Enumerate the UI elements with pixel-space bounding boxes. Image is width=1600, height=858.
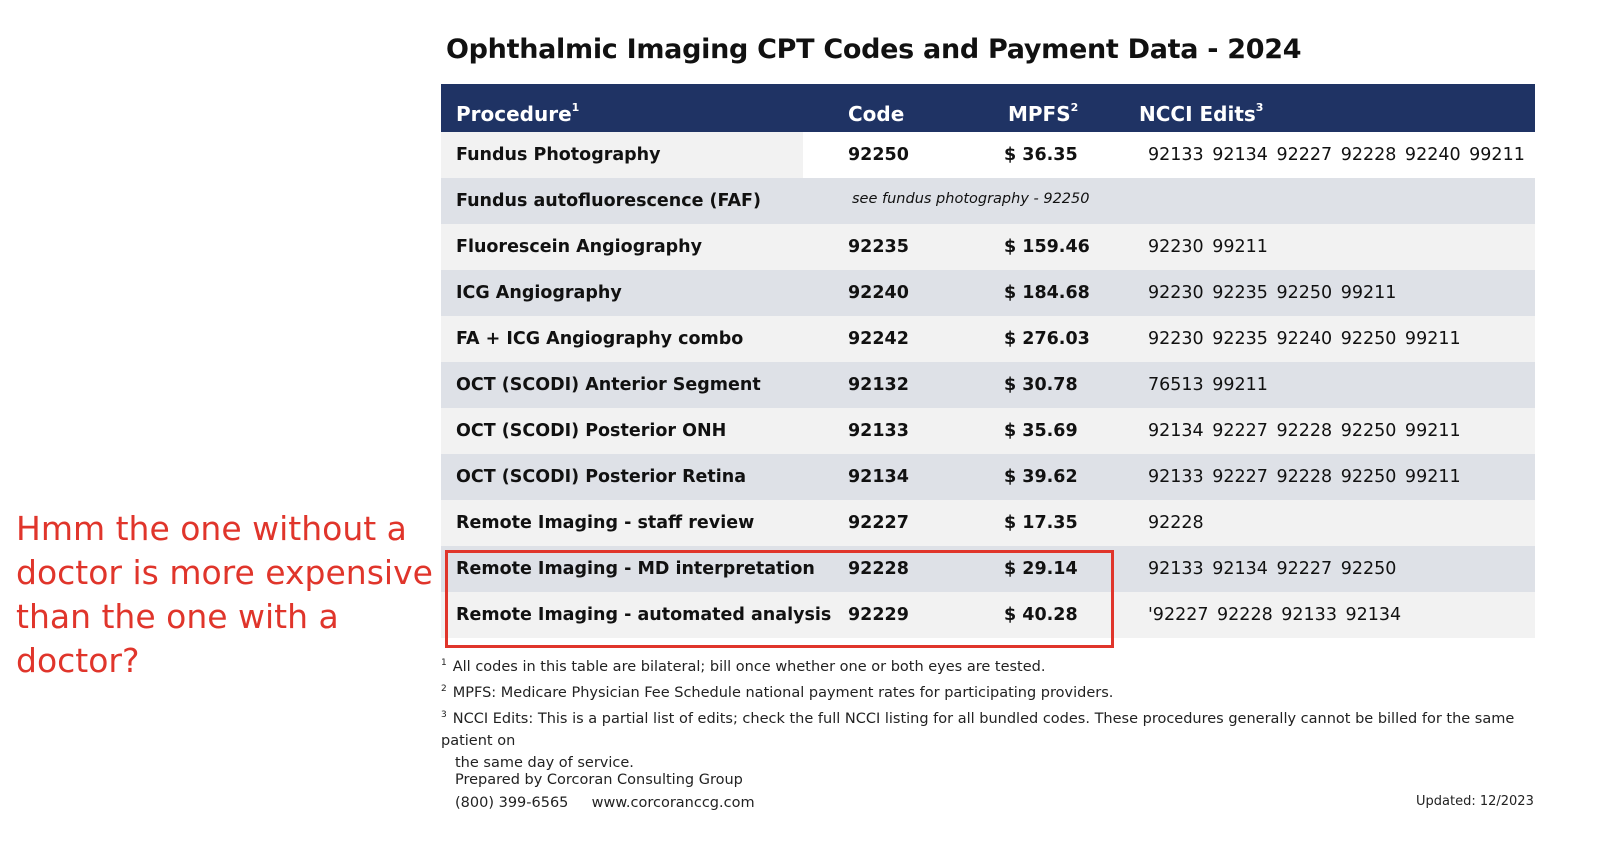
table-row: Remote Imaging - MD interpretation 92228… (441, 546, 1535, 592)
cell-mpfs: $ 39.62 (1004, 467, 1078, 487)
cell-mpfs: $ 159.46 (1004, 237, 1090, 257)
footnote-2: 2 MPFS: Medicare Physician Fee Schedule n… (441, 684, 1114, 701)
cell-note: see fundus photography - 92250 (852, 191, 1090, 207)
cell-mpfs: $ 276.03 (1004, 329, 1090, 349)
cpt-table: Procedure1 Code MPFS2 NCCI Edits3 Fundus… (441, 84, 1535, 638)
cell-mpfs: $ 184.68 (1004, 283, 1090, 303)
cell-code: 92250 (848, 145, 909, 165)
cell-procedure: FA + ICG Angiography combo (456, 329, 744, 349)
cell-procedure: Remote Imaging - MD interpretation (456, 559, 815, 579)
header-procedure: Procedure1 (456, 101, 580, 126)
cell-code: 92133 (848, 421, 909, 441)
annotation-comment: Hmm the one without a doctor is more exp… (16, 509, 433, 680)
cell-ncci: 92133 92227 92228 92250 99211 (1148, 467, 1461, 487)
footnote-3: 3 NCCI Edits: This is a partial list of e… (441, 710, 1515, 771)
cell-code: 92235 (848, 237, 909, 257)
website-link[interactable]: www.corcoranccg.com (591, 795, 755, 811)
cell-ncci: 92133 92134 92227 92250 (1148, 559, 1397, 579)
cell-ncci: 92134 92227 92228 92250 99211 (1148, 421, 1461, 441)
cell-procedure: Fundus autofluorescence (FAF) (456, 191, 761, 211)
cell-ncci: '92227 92228 92133 92134 (1148, 605, 1402, 625)
table-row: Remote Imaging - automated analysis 9222… (441, 592, 1535, 638)
cell-code: 92242 (848, 329, 909, 349)
table-row: Fundus Photography 92250 $ 36.35 92133 9… (441, 132, 1535, 178)
cell-code: 92229 (848, 605, 909, 625)
cell-code: 92132 (848, 375, 909, 395)
footnote-1: 1 All codes in this table are bilateral; … (441, 658, 1046, 675)
cell-ncci: 76513 99211 (1148, 375, 1268, 395)
cell-procedure: Fluorescein Angiography (456, 237, 703, 257)
cell-procedure: Remote Imaging - automated analysis (456, 605, 832, 625)
table-row: OCT (SCODI) Anterior Segment 92132 $ 30.… (441, 362, 1535, 408)
table-header: Procedure1 Code MPFS2 NCCI Edits3 (441, 84, 1535, 132)
cell-procedure: ICG Angiography (456, 283, 622, 303)
cell-mpfs: $ 40.28 (1004, 605, 1078, 625)
cell-code: 92227 (848, 513, 909, 533)
cell-procedure: OCT (SCODI) Anterior Segment (456, 375, 761, 395)
cell-mpfs: $ 35.69 (1004, 421, 1078, 441)
cell-mpfs: $ 29.14 (1004, 559, 1078, 579)
table-row: Fluorescein Angiography 92235 $ 159.46 9… (441, 224, 1535, 270)
table-row: ICG Angiography 92240 $ 184.68 92230 922… (441, 270, 1535, 316)
cell-ncci: 92230 92235 92250 99211 (1148, 283, 1397, 303)
cell-procedure: Remote Imaging - staff review (456, 513, 755, 533)
cell-ncci: 92133 92134 92227 92228 92240 99211 (1148, 145, 1525, 165)
cell-code: 92228 (848, 559, 909, 579)
cell-ncci: 92228 (1148, 513, 1204, 533)
page-title: Ophthalmic Imaging CPT Codes and Payment… (446, 34, 1302, 65)
cell-mpfs: $ 17.35 (1004, 513, 1078, 533)
prepared-by: Prepared by Corcoran Consulting Group (455, 772, 743, 788)
header-code: Code (848, 102, 905, 126)
header-mpfs: MPFS2 (1008, 101, 1079, 126)
table-row: Fundus autofluorescence (FAF) see fundus… (441, 178, 1535, 224)
cell-procedure: Fundus Photography (456, 145, 661, 165)
cell-code: 92134 (848, 467, 909, 487)
header-ncci: NCCI Edits3 (1139, 101, 1264, 126)
table-row: FA + ICG Angiography combo 92242 $ 276.0… (441, 316, 1535, 362)
updated-date: Updated: 12/2023 (1416, 794, 1534, 809)
table-row: Remote Imaging - staff review 92227 $ 17… (441, 500, 1535, 546)
table-row: OCT (SCODI) Posterior ONH 92133 $ 35.69 … (441, 408, 1535, 454)
cell-mpfs: $ 36.35 (1004, 145, 1078, 165)
cell-procedure: OCT (SCODI) Posterior ONH (456, 421, 727, 441)
phone: (800) 399-6565 (455, 795, 569, 811)
cell-ncci: 92230 99211 (1148, 237, 1268, 257)
contact-info: (800) 399-6565 www.corcoranccg.com (455, 795, 755, 811)
cell-ncci: 92230 92235 92240 92250 99211 (1148, 329, 1461, 349)
cell-mpfs: $ 30.78 (1004, 375, 1078, 395)
table-row: OCT (SCODI) Posterior Retina 92134 $ 39.… (441, 454, 1535, 500)
annotation-highlight-box (445, 550, 1114, 648)
cell-code: 92240 (848, 283, 909, 303)
cell-procedure: OCT (SCODI) Posterior Retina (456, 467, 747, 487)
